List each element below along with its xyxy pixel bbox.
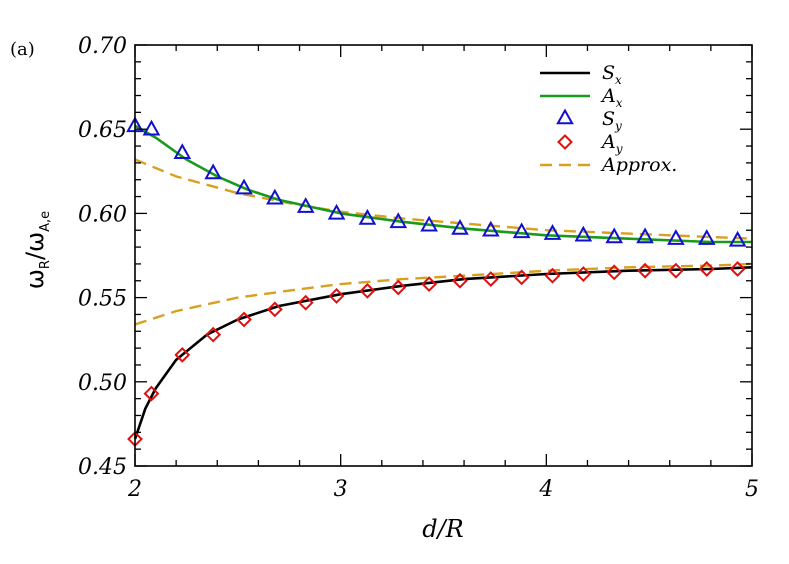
- marker-Sy: [697, 229, 716, 245]
- marker-Sy: [728, 230, 747, 247]
- plot-frame: [134, 44, 753, 467]
- y-tick-label: 0.65: [78, 118, 127, 143]
- y-axis-title-omega: ω: [21, 269, 49, 289]
- marker-Ay: [421, 276, 438, 293]
- marker-Ay: [482, 271, 499, 287]
- marker-Ay: [544, 267, 561, 284]
- marker-Sy: [574, 225, 593, 242]
- x-tick-label: 3: [334, 477, 348, 502]
- marker-Sy: [543, 224, 562, 240]
- marker-Ay: [297, 294, 314, 311]
- marker-Sy: [481, 220, 500, 237]
- x-tick-label: 2: [127, 477, 142, 502]
- y-tick-label: 0.50: [78, 371, 127, 396]
- marker-Ay: [606, 264, 623, 281]
- y-axis-title-sub1: R: [38, 260, 53, 269]
- marker-Sy: [512, 222, 531, 239]
- legend-label: Ax: [600, 85, 623, 110]
- panel-label: (a): [10, 39, 35, 60]
- y-axis-title-sub2: A,e: [38, 211, 53, 232]
- marker-Sy: [358, 208, 377, 225]
- marker-Ay: [452, 272, 468, 289]
- marker-Sy: [420, 215, 438, 232]
- y-tick-label: 0.70: [78, 34, 127, 59]
- marker-Ay: [698, 261, 715, 277]
- marker-Ay: [174, 346, 191, 363]
- marker-Ay: [575, 266, 592, 282]
- marker-Ay: [637, 262, 653, 279]
- plot-area: [126, 116, 753, 447]
- x-axis-title: d/R: [422, 515, 464, 543]
- marker-Sy: [605, 227, 624, 244]
- series-line-Sx: [133, 266, 753, 440]
- marker-Ay: [266, 301, 283, 318]
- legend-label: Ay: [600, 131, 623, 156]
- legend-swatch-triangle: [556, 108, 574, 125]
- y-tick-label: 0.60: [78, 202, 127, 227]
- y-tick-label: 0.55: [78, 287, 127, 312]
- series-dashed-approx_upper: [134, 158, 753, 240]
- marker-Sy: [451, 219, 469, 235]
- marker-Ay: [729, 261, 746, 277]
- series-dashed-approx_lower: [134, 262, 753, 326]
- x-tick-label: 5: [745, 477, 759, 502]
- marker-Ay: [359, 282, 376, 299]
- marker-Sy: [204, 163, 222, 180]
- marker-Ay: [390, 279, 407, 296]
- marker-Ay: [328, 288, 345, 304]
- marker-Sy: [389, 212, 408, 229]
- marker-Ay: [236, 311, 252, 328]
- marker-Sy: [142, 119, 161, 136]
- marker-Ay: [205, 326, 222, 343]
- axis-ticks: 2 3 4 5 0.45 0.50 0.55 0.60 0.65 0.70: [78, 34, 759, 502]
- marker-Sy: [636, 227, 654, 244]
- series-line-Ax: [134, 124, 752, 244]
- legend-swatch-diamond: [557, 134, 573, 150]
- y-axis-title-sep: /ω: [21, 232, 49, 260]
- x-tick-label: 4: [538, 477, 553, 502]
- y-axis-title: ωR/ωA,e: [21, 211, 53, 289]
- marker-Ay: [143, 385, 160, 402]
- legend-label: Approx.: [600, 154, 677, 176]
- marker-Sy: [296, 197, 315, 213]
- marker-Ay: [513, 269, 530, 286]
- marker-Sy: [667, 229, 685, 245]
- marker-Ay: [667, 262, 684, 279]
- marker-Sy: [327, 203, 346, 220]
- marker-Sy: [266, 188, 284, 205]
- marker-Sy: [235, 178, 253, 195]
- legend-label: Sx: [602, 62, 622, 87]
- y-tick-label: 0.45: [78, 455, 127, 480]
- legend-label: Sy: [602, 108, 622, 133]
- marker-Sy: [173, 143, 192, 160]
